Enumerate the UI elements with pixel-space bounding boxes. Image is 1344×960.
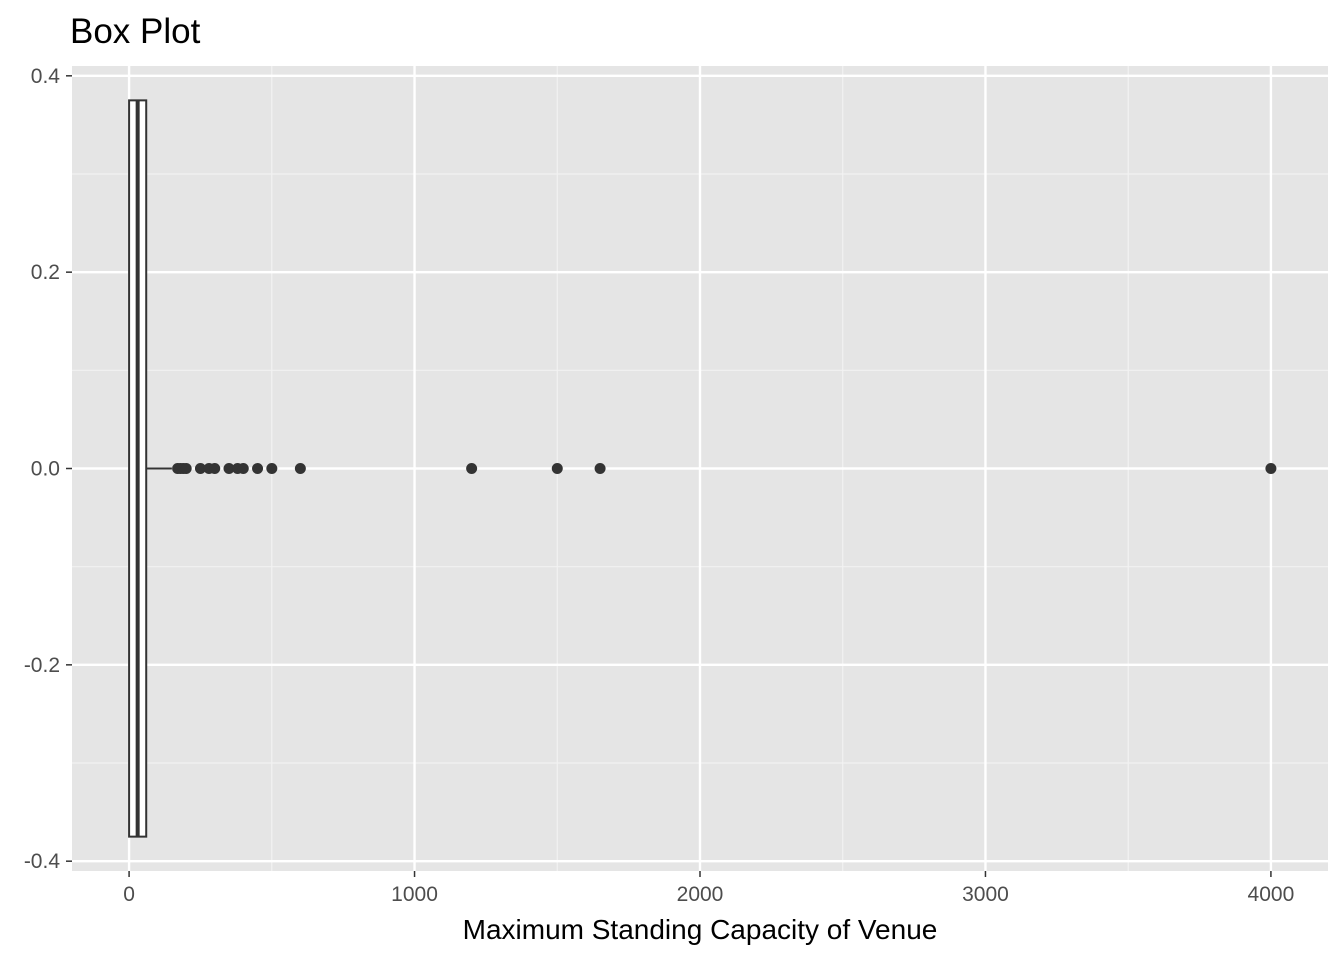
x-tick-label: 0 (123, 883, 135, 906)
outlier-point (252, 463, 264, 474)
outlier-point (223, 463, 235, 474)
x-tick-label: 1000 (391, 883, 438, 906)
outlier-points (172, 463, 1277, 474)
y-tick-label: -0.2 (24, 654, 60, 677)
outlier-point (209, 463, 221, 474)
outlier-point (594, 463, 606, 474)
outlier-point (194, 463, 206, 474)
outlier-point (266, 463, 278, 474)
x-axis: 0 1000 2000 3000 4000 (123, 871, 1294, 906)
outlier-point (180, 463, 192, 474)
outlier-point (551, 463, 563, 474)
x-tick-label: 3000 (962, 883, 1009, 906)
outlier-point (237, 463, 249, 474)
outlier-point (466, 463, 478, 474)
y-tick-label: 0.4 (31, 65, 61, 88)
x-axis-title: Maximum Standing Capacity of Venue (463, 914, 938, 945)
chart-title: Box Plot (70, 12, 201, 51)
y-tick-label: 0.0 (31, 458, 60, 481)
x-tick-label: 2000 (677, 883, 724, 906)
outlier-point (1265, 463, 1277, 474)
y-axis: -0.4 -0.2 0.0 0.2 0.4 (24, 65, 72, 873)
boxplot (128, 99, 172, 838)
outlier-point (294, 463, 306, 474)
y-tick-label: 0.2 (31, 261, 60, 284)
y-tick-label: -0.4 (24, 850, 61, 873)
x-tick-label: 4000 (1248, 883, 1295, 906)
